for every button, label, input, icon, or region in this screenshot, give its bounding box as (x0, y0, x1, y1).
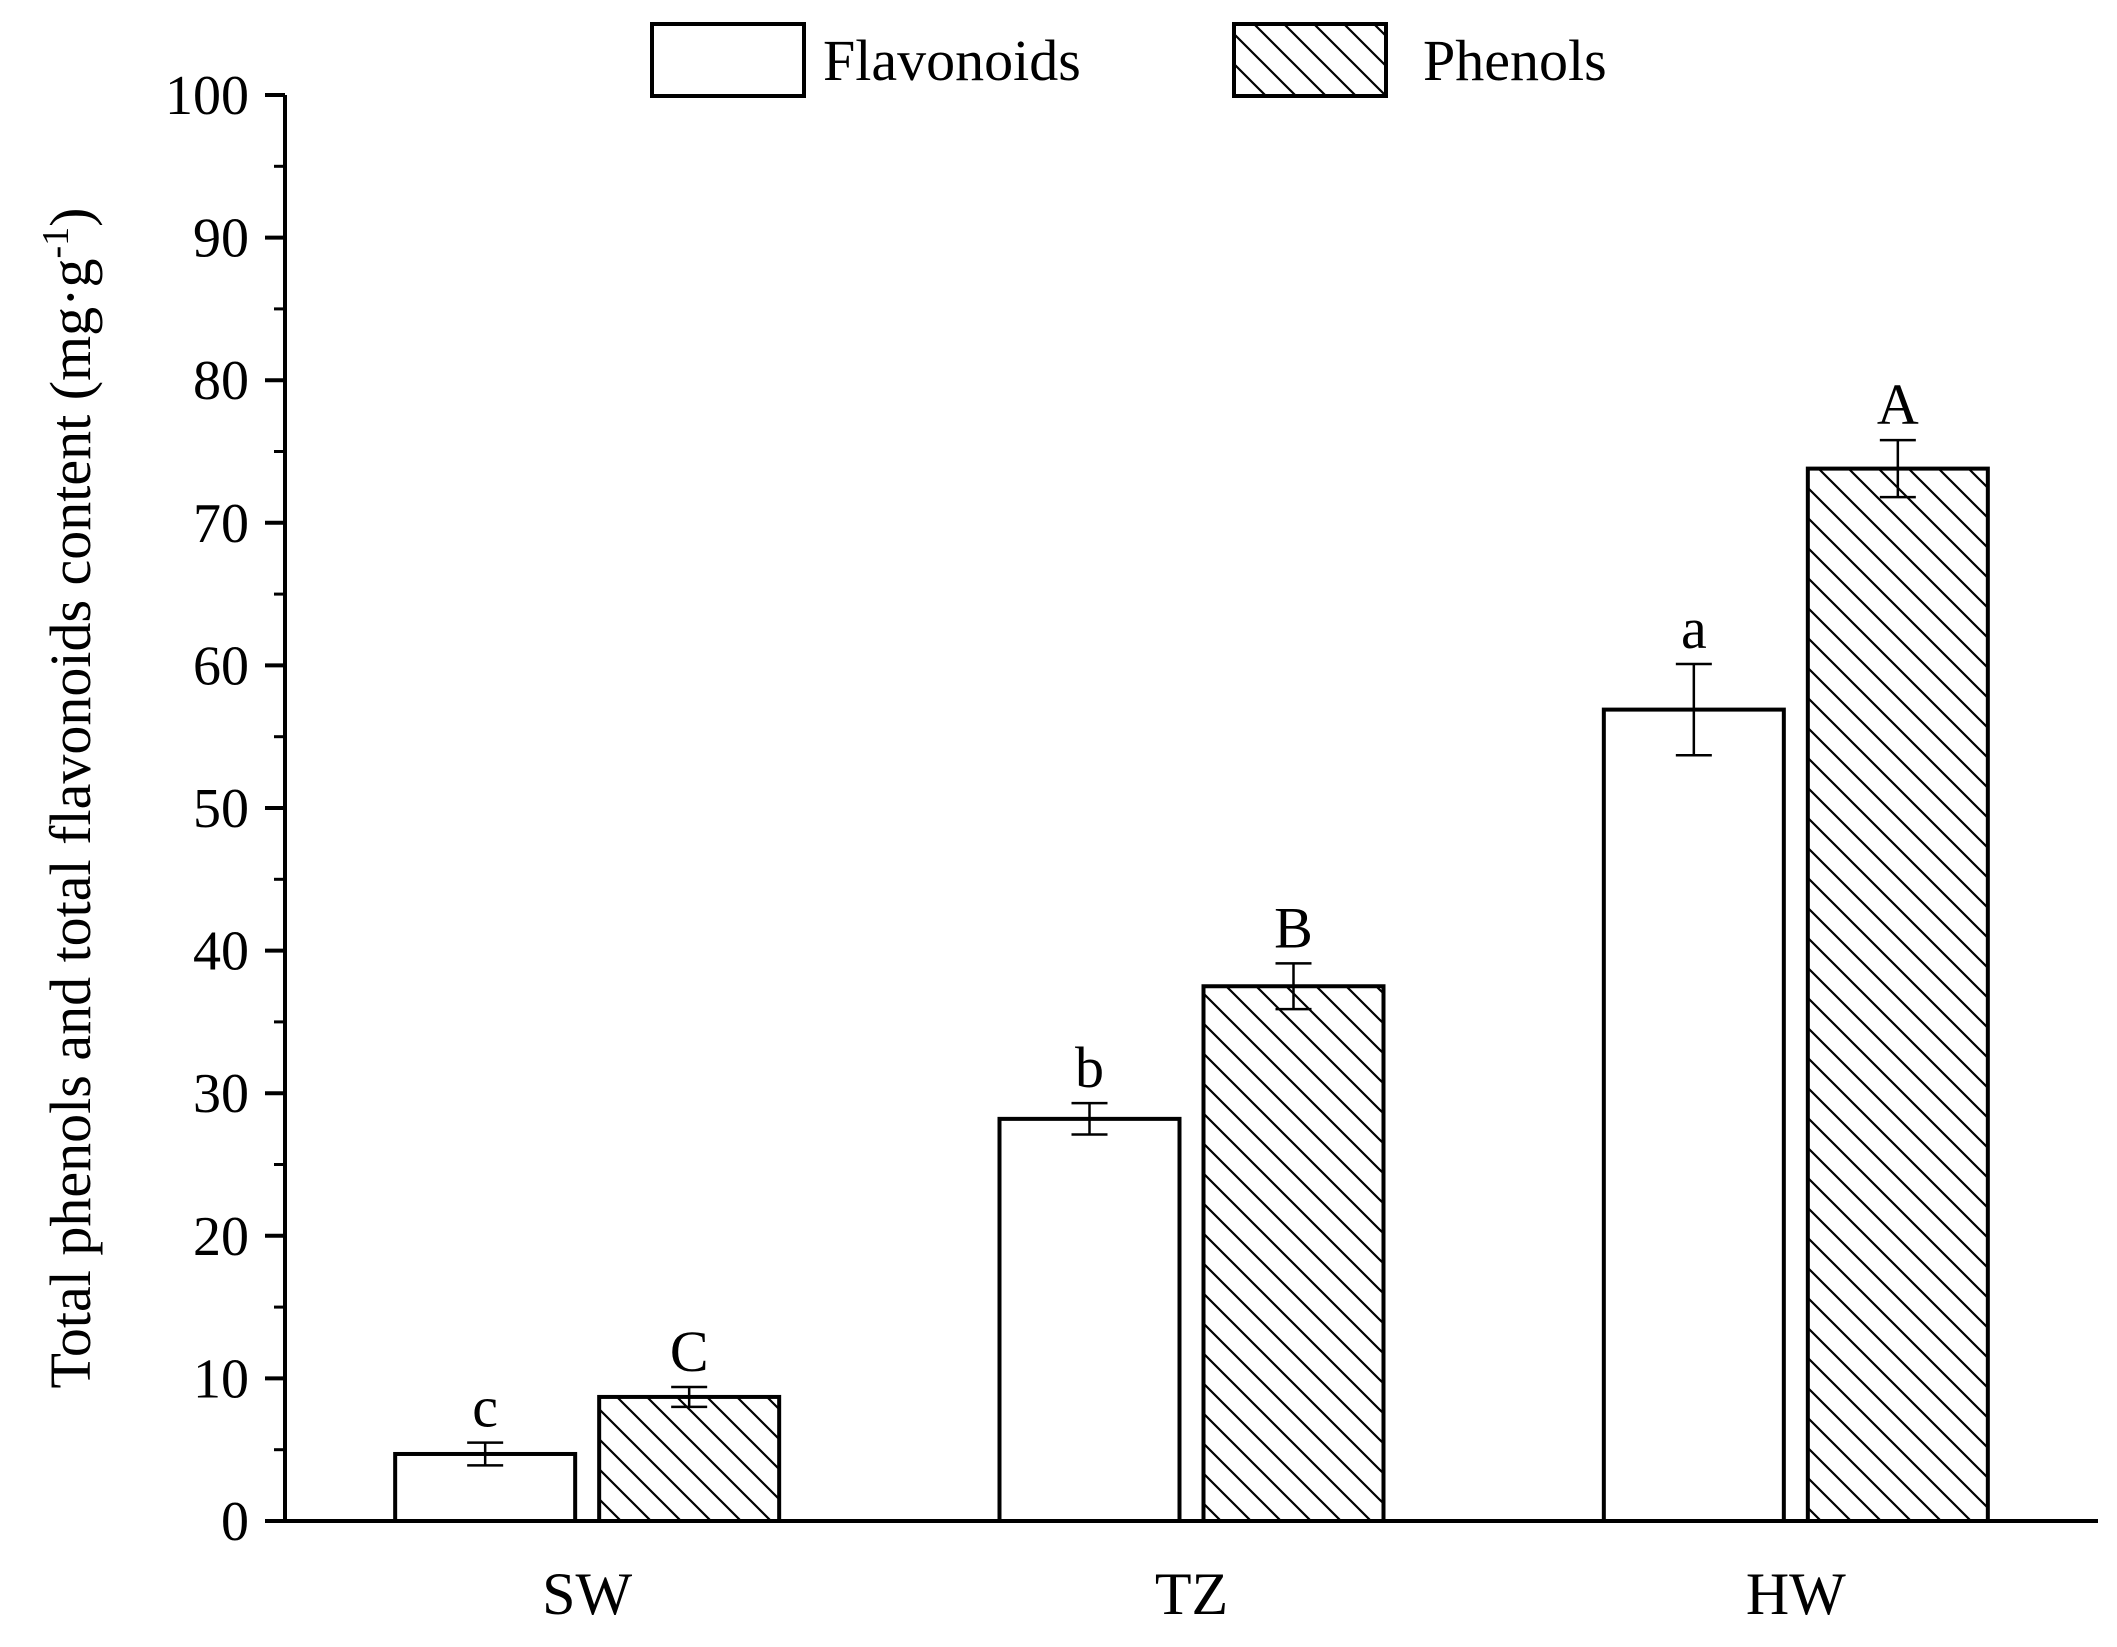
y-axis-title: Total phenols and total flavonoids conte… (35, 208, 103, 1389)
y-tick-label: 100 (165, 65, 249, 127)
y-tick-label: 40 (193, 921, 249, 983)
significance-letter: b (1075, 1035, 1104, 1100)
bar-phenols-tz (1201, 984, 1386, 1523)
significance-letters-layer: c Cb Ba A (472, 372, 1919, 1439)
legend-label-flavonoids: Flavonoids (823, 28, 1081, 93)
significance-letter: a (1681, 596, 1707, 661)
y-tick-label: 20 (193, 1206, 249, 1268)
legend-swatch-phenols (1232, 22, 1388, 98)
y-tick-label: 90 (193, 208, 249, 270)
y-axis-title-text: Total phenols and total flavonoids conte… (38, 259, 103, 1389)
bar-phenols-hw (1805, 466, 1990, 1523)
bar-flavonoids-tz (997, 1116, 1182, 1524)
y-ticks: 0 10 20 30 40 50 60 70 80 90 100 (165, 65, 285, 1553)
bars-layer (393, 466, 1990, 1524)
significance-letter: C (670, 1319, 709, 1384)
significance-letter: c (472, 1375, 498, 1440)
y-tick-label: 60 (193, 635, 249, 697)
y-tick-label: 0 (221, 1491, 249, 1553)
x-tick-labels: SW TZ HW (542, 1561, 1846, 1627)
x-tick-label: SW (542, 1561, 632, 1627)
legend-item-phenols: Phenols (1232, 22, 1607, 98)
significance-letter: A (1877, 372, 1919, 437)
y-tick-label: 10 (193, 1348, 249, 1410)
y-axis-title-close: ) (38, 208, 103, 227)
legend: Flavonoids Phenols (650, 22, 1607, 98)
bar-flavonoids-hw (1601, 707, 1786, 1523)
error-bars-layer (467, 438, 1916, 1467)
legend-item-flavonoids: Flavonoids (650, 22, 1081, 98)
legend-swatch-flavonoids (650, 22, 806, 98)
y-tick-label: 70 (193, 493, 249, 555)
significance-letter: B (1274, 895, 1313, 960)
y-tick-label: 50 (193, 778, 249, 840)
legend-label-phenols: Phenols (1423, 28, 1607, 93)
axes: 0 10 20 30 40 50 60 70 80 90 100 SW TZ HW (165, 65, 2098, 1627)
y-tick-label: 30 (193, 1063, 249, 1125)
y-tick-label: 80 (193, 350, 249, 412)
x-tick-label: TZ (1155, 1561, 1228, 1627)
x-tick-label: HW (1746, 1561, 1846, 1627)
y-axis-title-exponent: -1 (35, 227, 77, 259)
bar-phenols-sw (597, 1394, 782, 1523)
